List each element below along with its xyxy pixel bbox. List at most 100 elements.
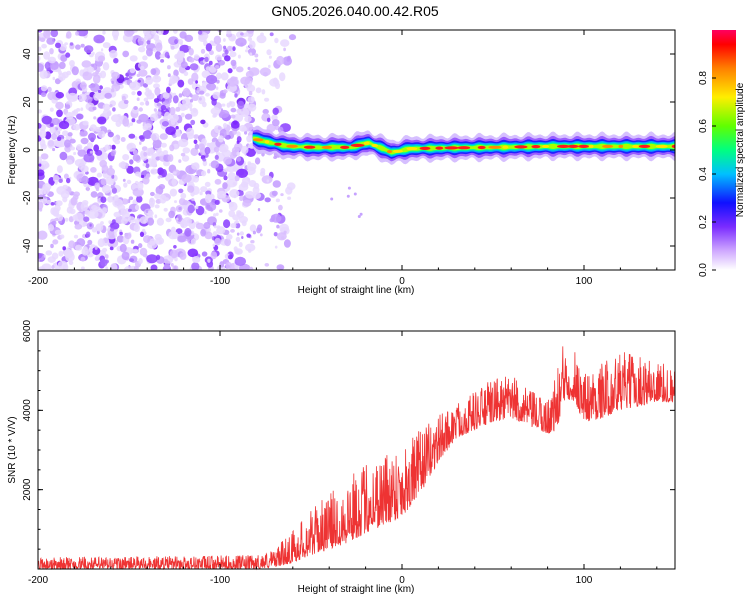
noise-blob <box>138 243 143 249</box>
noise-blob <box>38 36 41 41</box>
noise-blob <box>120 218 128 225</box>
noise-blob <box>38 30 43 33</box>
noise-blob <box>100 221 104 225</box>
noise-blob <box>177 79 185 88</box>
snr-x-tick-label: -200 <box>28 575 48 586</box>
noise-blob <box>224 55 231 62</box>
noise-blob <box>84 209 90 216</box>
noise-blob <box>136 97 140 101</box>
noise-blob <box>123 182 128 188</box>
noise-blob <box>137 79 141 83</box>
noise-blob <box>40 85 48 92</box>
noise-blob <box>38 201 44 210</box>
noise-blob <box>78 93 87 102</box>
noise-blob <box>92 247 101 255</box>
noise-blob <box>212 243 216 247</box>
noise-blob <box>273 232 278 237</box>
noise-blob <box>205 43 213 52</box>
noise-blob <box>212 231 218 237</box>
noise-blob <box>54 139 64 148</box>
noise-blob <box>112 107 116 112</box>
noise-blob <box>156 254 161 260</box>
colorbar-ticks: 0.0 0.2 0.4 0.6 0.8 <box>698 71 716 277</box>
noise-blob <box>110 227 115 232</box>
noise-blob <box>111 174 115 179</box>
noise-blob <box>190 238 196 245</box>
noise-blob <box>205 201 217 212</box>
noise-blob <box>46 163 50 168</box>
noise-blob <box>240 32 244 36</box>
snr-x-tick-label: -100 <box>210 575 230 586</box>
noise-blob <box>111 187 117 194</box>
noise-blob <box>162 150 169 155</box>
noise-blob <box>111 88 115 93</box>
noise-blob <box>205 92 210 97</box>
noise-blob <box>259 171 266 177</box>
noise-blob <box>109 49 118 59</box>
noise-blob <box>256 34 267 44</box>
noise-blob <box>213 213 217 217</box>
noise-blob <box>102 42 111 49</box>
noise-blob <box>280 39 290 47</box>
noise-blob <box>104 92 112 99</box>
noise-blob <box>38 109 43 114</box>
signal-peak <box>303 145 316 149</box>
noise-blob <box>357 215 361 218</box>
noise-blob <box>90 137 94 142</box>
noise-blob <box>211 98 217 106</box>
noise-blob <box>286 182 296 191</box>
noise-blob <box>127 208 132 212</box>
noise-blob <box>145 173 151 178</box>
noise-blob <box>216 226 226 235</box>
noise-blob <box>56 136 62 141</box>
noise-blob <box>97 55 106 62</box>
noise-blob <box>236 156 242 162</box>
noise-blob <box>146 217 155 226</box>
noise-blob <box>167 73 171 78</box>
noise-blob <box>54 78 61 85</box>
noise-blob <box>102 109 112 118</box>
noise-blob <box>219 109 230 119</box>
noise-blob <box>38 252 42 259</box>
noise-blob <box>241 236 244 239</box>
noise-blob <box>286 57 291 62</box>
noise-blob <box>136 73 141 77</box>
signal-peak <box>363 141 370 145</box>
noise-blob <box>150 264 158 270</box>
noise-blob <box>239 124 247 132</box>
noise-blob <box>110 222 120 230</box>
spec-x-tick-label: 100 <box>576 276 593 287</box>
noise-blob <box>157 30 164 35</box>
noise-blob <box>128 196 134 201</box>
noise-blob <box>154 204 160 209</box>
noise-blob <box>219 261 225 268</box>
noise-blob <box>150 159 157 168</box>
spec-x-tick-label: -200 <box>28 276 48 287</box>
noise-blob <box>40 153 49 160</box>
noise-blob <box>150 68 157 75</box>
noise-blob <box>64 104 71 110</box>
noise-blob <box>222 89 228 94</box>
noise-blob <box>255 58 259 63</box>
noise-blob <box>217 126 222 130</box>
noise-blob <box>214 237 222 246</box>
noise-blob <box>146 47 153 57</box>
noise-blob <box>230 120 240 129</box>
noise-blob <box>214 154 219 160</box>
noise-blob <box>54 204 61 212</box>
noise-blob <box>178 206 182 211</box>
noise-blob <box>200 48 206 54</box>
noise-blob <box>140 174 145 179</box>
noise-blob <box>38 156 43 163</box>
noise-blob <box>151 30 157 35</box>
noise-blob <box>203 39 208 47</box>
noise-blob <box>235 236 241 242</box>
noise-blob <box>119 231 123 236</box>
noise-blob <box>152 139 162 149</box>
noise-blob <box>216 79 220 84</box>
noise-blob <box>191 198 195 202</box>
signal-peak <box>435 146 444 150</box>
noise-blob <box>192 256 201 263</box>
noise-blob <box>43 51 51 60</box>
colorbar-gradient <box>712 30 736 270</box>
